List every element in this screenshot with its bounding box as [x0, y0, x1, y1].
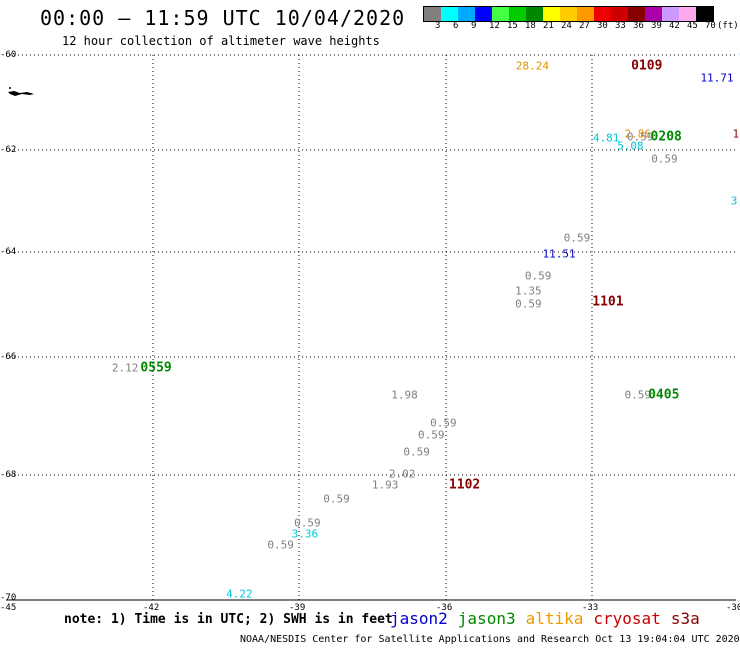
wave-height-label: 2.12	[111, 361, 139, 375]
colorbar-label: 3	[435, 21, 441, 31]
pass-time-label: 1102	[448, 477, 481, 493]
latitude-tick-label: -68	[0, 470, 17, 480]
colorbar-label: 70	[705, 21, 716, 31]
colorbar-label: 6	[453, 21, 459, 31]
latitude-tick-label: -66	[0, 352, 17, 362]
colorbar-swatch	[696, 7, 713, 21]
wave-height-label: 0.59	[267, 538, 294, 552]
colorbar-label: 45	[687, 21, 698, 31]
note-text: note: 1) Time is in UTC; 2) SWH is in fe…	[64, 612, 393, 627]
colorbar-label: 18	[525, 21, 536, 31]
wave-height-label: 11.51	[542, 247, 576, 261]
wave-height-label: 3.36	[291, 527, 319, 541]
wave-height-label: 0.59	[323, 492, 350, 506]
colorbar-swatch	[560, 7, 577, 21]
wave-height-label: 4.22	[226, 587, 253, 601]
colorbar-swatch	[662, 7, 679, 21]
wave-height-label: 3.6	[730, 194, 740, 208]
colorbar-label: 9	[471, 21, 477, 31]
colorbar-label: 27	[579, 21, 590, 31]
wave-height-label: 0.59	[418, 428, 445, 442]
latitude-tick-label: -62	[0, 145, 17, 155]
colorbar-swatch	[441, 7, 458, 21]
longitude-tick-label: -45	[0, 603, 17, 613]
wave-height-colorbar	[423, 6, 714, 22]
legend-item-altika: altika	[525, 609, 584, 628]
colorbar-label: 21	[543, 21, 554, 31]
longitude-tick-label: -39	[289, 603, 306, 613]
colorbar-label: (ft)	[717, 21, 739, 31]
footer-credit: NOAA/NESDIS Center for Satellite Applica…	[240, 634, 740, 645]
longitude-tick-label: -42	[143, 603, 160, 613]
colorbar-label: 39	[651, 21, 662, 31]
wave-height-label: 0.59	[524, 269, 552, 283]
colorbar-swatch	[475, 7, 492, 21]
wave-height-label: 0.59	[294, 516, 321, 530]
wave-height-label: 0.59	[430, 416, 457, 430]
colorbar-labels: 3 6 9 12 15 18 21 24 27 30 33 36 39 42 45 70 (ft)	[423, 21, 739, 33]
colorbar-swatch	[526, 7, 543, 21]
graticule	[6, 54, 736, 601]
colorbar-swatch	[577, 7, 594, 21]
island-outline	[8, 87, 38, 96]
map-title: 00:00 – 11:59 UTC 10/04/2020	[40, 6, 406, 30]
colorbar-label: 36	[633, 21, 644, 31]
wave-height-label: 4.81	[592, 131, 620, 145]
colorbar-label: 42	[669, 21, 680, 31]
wave-height-label: 2.02	[388, 467, 416, 481]
colorbar-swatch	[611, 7, 628, 21]
colorbar-label: 15	[507, 21, 518, 31]
colorbar-swatch	[492, 7, 509, 21]
satellite-legend: jason2 jason3 altika cryosat s3a	[390, 609, 710, 628]
wave-height-label: 0.59	[624, 388, 651, 402]
pass-time-label: 1101	[592, 294, 624, 310]
wave-height-label: 1.98	[391, 388, 418, 402]
pass-time-label: 0405	[648, 387, 680, 403]
wave-height-label: 0.59	[563, 231, 591, 245]
legend-item-jason3: jason3	[457, 609, 516, 628]
legend-item-jason2: jason2	[390, 609, 448, 628]
legend-item-cryosat: cryosat	[593, 609, 661, 628]
wave-height-label: 0.59	[515, 297, 542, 311]
colorbar-swatch	[509, 7, 526, 21]
colorbar-swatch	[679, 7, 696, 21]
colorbar-swatch	[628, 7, 645, 21]
colorbar-label: 33	[615, 21, 626, 31]
wave-height-label: 0.59	[626, 130, 654, 144]
map-subtitle: 12 hour collection of altimeter wave hei…	[62, 34, 380, 48]
longitude-tick-label: -30	[726, 603, 740, 613]
wave-height-label: 1.93	[371, 478, 399, 492]
wave-height-label: 0.59	[403, 445, 430, 459]
latitude-tick-label: -64	[0, 247, 17, 257]
longitude-tick-label: -33	[582, 603, 599, 613]
colorbar-label: 30	[597, 21, 608, 31]
wave-height-label: 28.24	[515, 59, 549, 73]
latitude-tick-label: -70	[0, 593, 17, 603]
pass-time-label: 0559	[140, 360, 172, 376]
legend-item-s3a: s3a	[670, 609, 700, 628]
wave-height-label: 0.59	[651, 152, 678, 166]
wave-height-label: 11	[732, 127, 740, 141]
colorbar-label: 24	[561, 21, 572, 31]
pass-time-label: 0109	[631, 58, 663, 74]
colorbar-swatch	[424, 7, 441, 21]
wave-height-label: 2.86	[624, 127, 651, 141]
wave-height-label: 1.35	[515, 284, 542, 298]
colorbar-swatch	[645, 7, 662, 21]
colorbar-swatch	[594, 7, 611, 21]
colorbar-swatch	[543, 7, 560, 21]
wave-height-label: 11.71	[700, 71, 734, 85]
pass-time-label: 0208	[650, 129, 682, 145]
colorbar-label: 12	[489, 21, 500, 31]
longitude-tick-label: -36	[436, 603, 453, 613]
colorbar-swatch	[458, 7, 475, 21]
latitude-tick-label: -60	[0, 50, 17, 60]
wave-height-label: 5.08	[617, 139, 644, 153]
